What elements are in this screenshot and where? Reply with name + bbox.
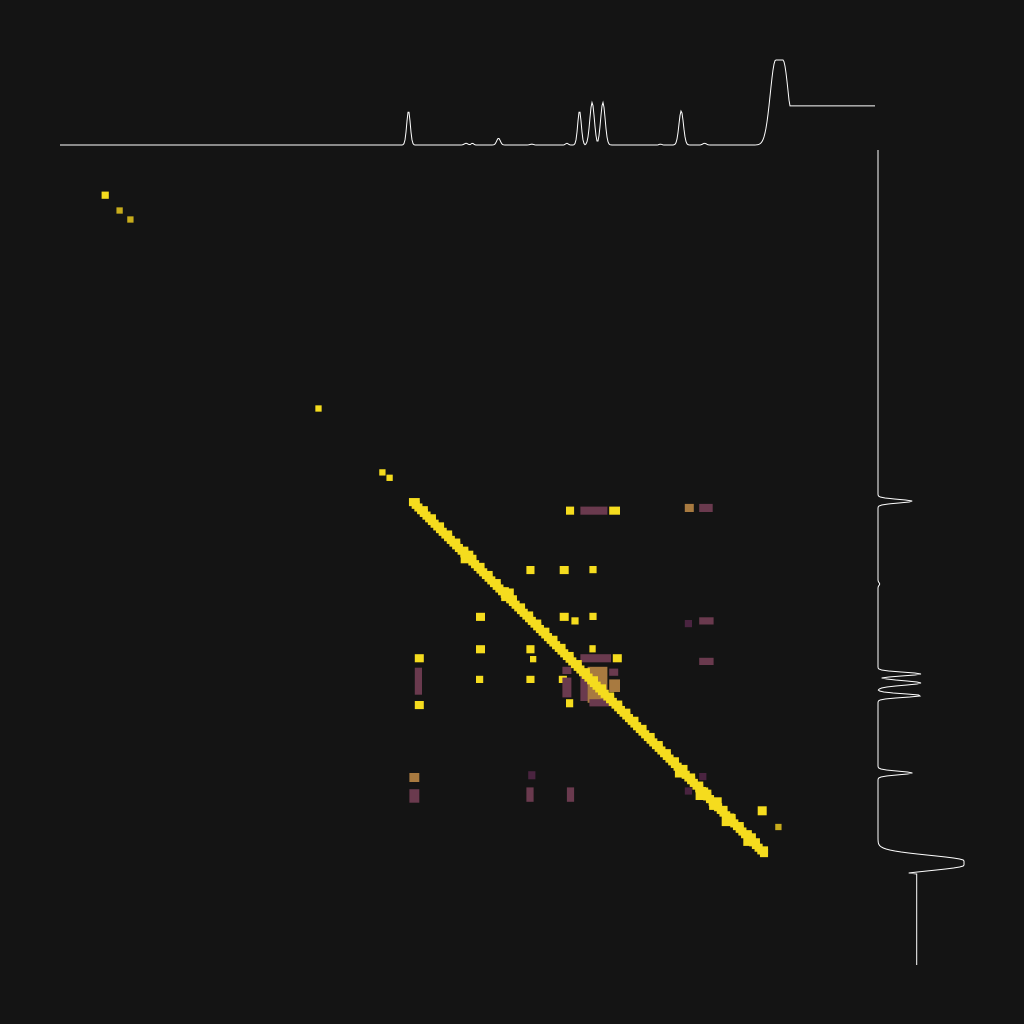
contact-cell: [414, 701, 424, 710]
contact-cell: [699, 617, 714, 625]
contact-cell: [528, 771, 536, 780]
contact-cell: [566, 787, 575, 802]
contact-cell: [566, 506, 575, 515]
contact-cell: [609, 506, 620, 515]
contact-cell: [684, 787, 692, 795]
contact-cell: [562, 666, 572, 674]
heatmap-matrix: [101, 191, 782, 858]
diagonal-blob: [721, 813, 735, 827]
diagonal-blob: [460, 550, 474, 564]
diagonal-point: [386, 474, 393, 481]
contact-cell: [526, 645, 535, 654]
diagonal-blob: [709, 797, 722, 810]
contact-cell: [526, 566, 535, 575]
diagonal-point: [379, 469, 386, 476]
contact-cell: [409, 789, 420, 803]
diagonal-point: [775, 823, 782, 831]
contact-cell: [559, 612, 569, 621]
contact-cell: [566, 699, 574, 708]
contact-cell: [609, 679, 620, 692]
contact-cell: [580, 654, 611, 663]
contact-cell: [589, 566, 597, 574]
contact-cell: [589, 645, 596, 653]
diagonal-point: [410, 499, 416, 505]
contact-cell: [699, 503, 713, 512]
contact-cell: [414, 667, 422, 695]
contact-cell: [530, 656, 537, 663]
diagonal-cell: [759, 849, 769, 858]
contact-cell: [559, 566, 569, 575]
contact-cell: [589, 699, 617, 707]
diagonal-point: [315, 405, 322, 412]
contact-cell: [476, 612, 485, 621]
contact-cell: [414, 654, 424, 663]
contact-cell: [409, 773, 420, 782]
contact-cell: [476, 645, 485, 654]
diagonal-point: [116, 207, 123, 214]
contact-cell: [684, 503, 694, 512]
contact-cell: [526, 787, 534, 802]
diagonal-blob: [501, 588, 514, 602]
contact-cell: [580, 506, 608, 515]
contact-cell: [699, 773, 707, 781]
contact-cell: [589, 612, 597, 620]
contact-cell: [562, 677, 572, 698]
contact-cell: [526, 675, 535, 683]
contact-cell: [684, 620, 692, 628]
top-profile-trace: [60, 59, 875, 146]
diagonal-point: [757, 806, 767, 816]
contact-cell: [476, 675, 484, 683]
top-trace-line: [60, 59, 875, 146]
diagonal-point: [101, 191, 109, 199]
contact-cell: [612, 654, 622, 663]
right-trace-line: [877, 150, 965, 965]
contact-cell: [699, 657, 714, 665]
diagonal-point: [127, 216, 134, 223]
diagonal-blob: [743, 833, 756, 846]
contact-cell: [571, 617, 579, 625]
contact-cell: [580, 670, 588, 701]
diagonal-blob: [674, 764, 688, 778]
contact-cell: [609, 668, 619, 676]
right-profile-trace: [877, 150, 965, 965]
